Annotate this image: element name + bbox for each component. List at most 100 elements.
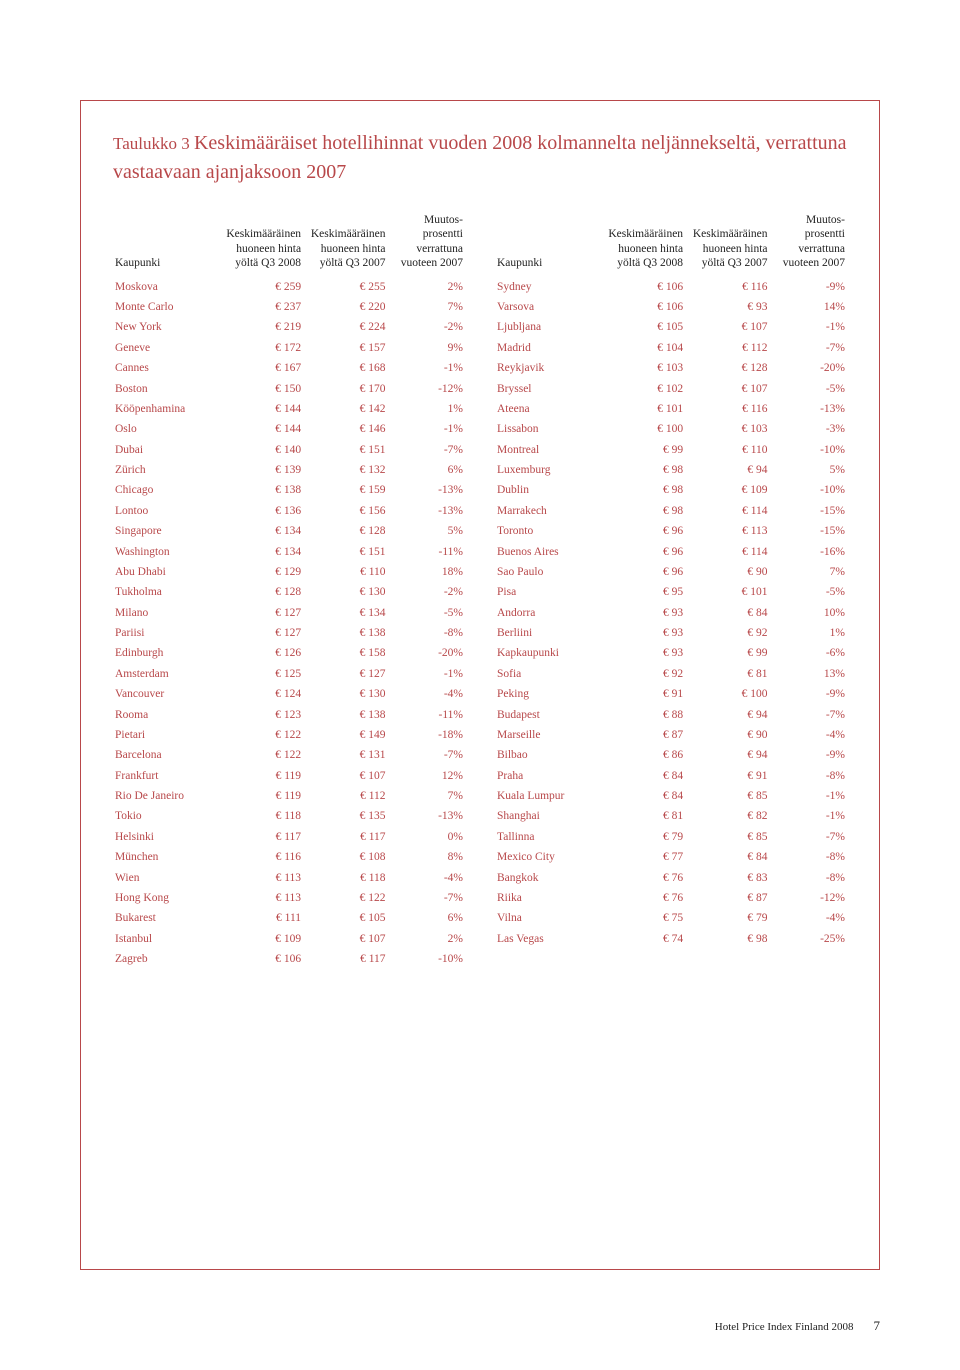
table-row: Barcelona€ 122€ 131-7% bbox=[113, 745, 465, 765]
cell-change: -20% bbox=[770, 358, 847, 378]
cell-price: € 127 bbox=[219, 623, 303, 643]
table-row: New York€ 219€ 224-2% bbox=[113, 317, 465, 337]
cell-change: 6% bbox=[388, 908, 465, 928]
table-frame: Taulukko 3 Keskimääräiset hotellihinnat … bbox=[80, 100, 880, 1270]
cell-price: € 74 bbox=[601, 929, 685, 949]
cell-price: € 84 bbox=[601, 766, 685, 786]
cell-city: Budapest bbox=[495, 704, 601, 724]
cell-city: Rooma bbox=[113, 704, 219, 724]
table-row: Pariisi€ 127€ 138-8% bbox=[113, 623, 465, 643]
cell-price: € 116 bbox=[685, 399, 769, 419]
cell-city: Andorra bbox=[495, 603, 601, 623]
cell-price: € 151 bbox=[303, 541, 387, 561]
cell-city: Barcelona bbox=[113, 745, 219, 765]
table-row: Moskova€ 259€ 2552% bbox=[113, 277, 465, 297]
cell-price: € 110 bbox=[303, 562, 387, 582]
cell-price: € 129 bbox=[219, 562, 303, 582]
table-row: Pisa€ 95€ 101-5% bbox=[495, 582, 847, 602]
cell-change: 10% bbox=[770, 603, 847, 623]
cell-price: € 76 bbox=[601, 888, 685, 908]
table-row: Kuala Lumpur€ 84€ 85-1% bbox=[495, 786, 847, 806]
table-row: Reykjavik€ 103€ 128-20% bbox=[495, 358, 847, 378]
cell-price: € 84 bbox=[685, 847, 769, 867]
cell-city: Sao Paulo bbox=[495, 562, 601, 582]
hdr-q3-2008: Keskimääräinen huoneen hinta yöltä Q3 20… bbox=[601, 213, 685, 277]
cell-price: € 113 bbox=[219, 888, 303, 908]
table-title: Taulukko 3 Keskimääräiset hotellihinnat … bbox=[113, 129, 847, 187]
cell-change: -7% bbox=[388, 745, 465, 765]
cell-price: € 117 bbox=[219, 827, 303, 847]
cell-price: € 92 bbox=[601, 664, 685, 684]
cell-change: 5% bbox=[388, 521, 465, 541]
cell-city: Madrid bbox=[495, 338, 601, 358]
cell-city: Praha bbox=[495, 766, 601, 786]
cell-price: € 83 bbox=[685, 867, 769, 887]
cell-price: € 106 bbox=[601, 277, 685, 297]
table-row: Berliini€ 93€ 921% bbox=[495, 623, 847, 643]
table-row: Ljubljana€ 105€ 107-1% bbox=[495, 317, 847, 337]
cell-price: € 130 bbox=[303, 684, 387, 704]
cell-price: € 85 bbox=[685, 827, 769, 847]
cell-city: Amsterdam bbox=[113, 664, 219, 684]
cell-price: € 96 bbox=[601, 562, 685, 582]
cell-price: € 146 bbox=[303, 419, 387, 439]
table-row: Andorra€ 93€ 8410% bbox=[495, 603, 847, 623]
table-row: Vilna€ 75€ 79-4% bbox=[495, 908, 847, 928]
cell-price: € 98 bbox=[601, 460, 685, 480]
cell-price: € 219 bbox=[219, 317, 303, 337]
table-row: Dublin€ 98€ 109-10% bbox=[495, 480, 847, 500]
cell-price: € 84 bbox=[685, 603, 769, 623]
cell-price: € 122 bbox=[219, 745, 303, 765]
cell-change: -1% bbox=[770, 317, 847, 337]
cell-city: Rio De Janeiro bbox=[113, 786, 219, 806]
table-row: Amsterdam€ 125€ 127-1% bbox=[113, 664, 465, 684]
cell-change: -9% bbox=[770, 684, 847, 704]
cell-change: 12% bbox=[388, 766, 465, 786]
table-row: Tallinna€ 79€ 85-7% bbox=[495, 827, 847, 847]
cell-price: € 100 bbox=[685, 684, 769, 704]
cell-change: -3% bbox=[770, 419, 847, 439]
cell-city: Edinburgh bbox=[113, 643, 219, 663]
cell-price: € 96 bbox=[601, 541, 685, 561]
table-row: München€ 116€ 1088% bbox=[113, 847, 465, 867]
cell-city: Reykjavik bbox=[495, 358, 601, 378]
cell-price: € 109 bbox=[219, 929, 303, 949]
table-row: Hong Kong€ 113€ 122-7% bbox=[113, 888, 465, 908]
header-row: Kaupunki Keskimääräinen huoneen hinta yö… bbox=[495, 213, 847, 277]
header-row: Kaupunki Keskimääräinen huoneen hinta yö… bbox=[113, 213, 465, 277]
cell-city: Monte Carlo bbox=[113, 297, 219, 317]
cell-price: € 93 bbox=[685, 297, 769, 317]
cell-price: € 138 bbox=[303, 623, 387, 643]
cell-city: Riika bbox=[495, 888, 601, 908]
table-row: Singapore€ 134€ 1285% bbox=[113, 521, 465, 541]
cell-price: € 119 bbox=[219, 766, 303, 786]
cell-price: € 85 bbox=[685, 786, 769, 806]
cell-price: € 105 bbox=[601, 317, 685, 337]
cell-price: € 110 bbox=[685, 440, 769, 460]
cell-city: Helsinki bbox=[113, 827, 219, 847]
cell-city: Montreal bbox=[495, 440, 601, 460]
cell-city: Marseille bbox=[495, 725, 601, 745]
cell-change: 2% bbox=[388, 929, 465, 949]
cell-price: € 81 bbox=[601, 806, 685, 826]
cell-price: € 157 bbox=[303, 338, 387, 358]
table-row: Riika€ 76€ 87-12% bbox=[495, 888, 847, 908]
cell-price: € 117 bbox=[303, 949, 387, 969]
cell-price: € 94 bbox=[685, 460, 769, 480]
cell-city: Tokio bbox=[113, 806, 219, 826]
table-row: Bryssel€ 102€ 107-5% bbox=[495, 378, 847, 398]
table-row: Las Vegas€ 74€ 98-25% bbox=[495, 929, 847, 949]
cell-city: Berliini bbox=[495, 623, 601, 643]
cell-price: € 94 bbox=[685, 745, 769, 765]
right-column: Kaupunki Keskimääräinen huoneen hinta yö… bbox=[495, 213, 847, 969]
hdr-q3-2008: Keskimääräinen huoneen hinta yöltä Q3 20… bbox=[219, 213, 303, 277]
cell-change: -6% bbox=[770, 643, 847, 663]
page-number: 7 bbox=[874, 1318, 881, 1334]
table-row: Cannes€ 167€ 168-1% bbox=[113, 358, 465, 378]
cell-city: Sofia bbox=[495, 664, 601, 684]
cell-change: -10% bbox=[770, 440, 847, 460]
cell-change: -5% bbox=[388, 603, 465, 623]
cell-city: Sydney bbox=[495, 277, 601, 297]
cell-change: -7% bbox=[388, 888, 465, 908]
cell-change: 14% bbox=[770, 297, 847, 317]
